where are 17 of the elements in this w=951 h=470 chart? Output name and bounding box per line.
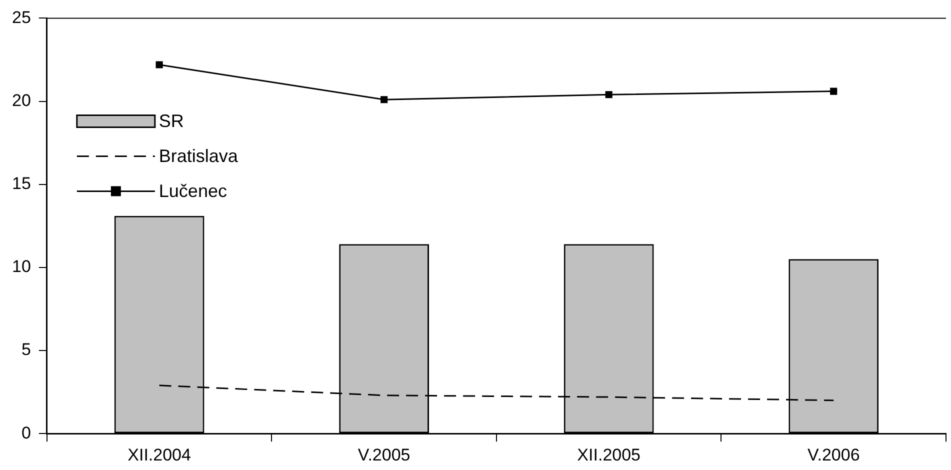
point (156, 61, 163, 68)
y-tick-label: 5 (21, 340, 31, 360)
x-tick-label: V.2005 (358, 445, 410, 464)
legend-label: Lučenec (158, 181, 227, 202)
point (605, 91, 612, 98)
y-tick-label: 15 (12, 174, 31, 194)
y-tick-label: 0 (21, 423, 31, 442)
y-tick-label: 25 (12, 8, 31, 27)
y-tick-label: 20 (12, 90, 31, 110)
x-tick-label: V.2006 (807, 445, 860, 464)
y-tick-label: 10 (12, 257, 31, 276)
legend-label: SR (158, 111, 184, 132)
x-tick-label: XII.2005 (577, 445, 641, 464)
legend-label: Bratislava (158, 146, 239, 166)
x-tick-label: XII.2004 (128, 445, 191, 464)
point (830, 88, 838, 95)
point (380, 96, 388, 104)
